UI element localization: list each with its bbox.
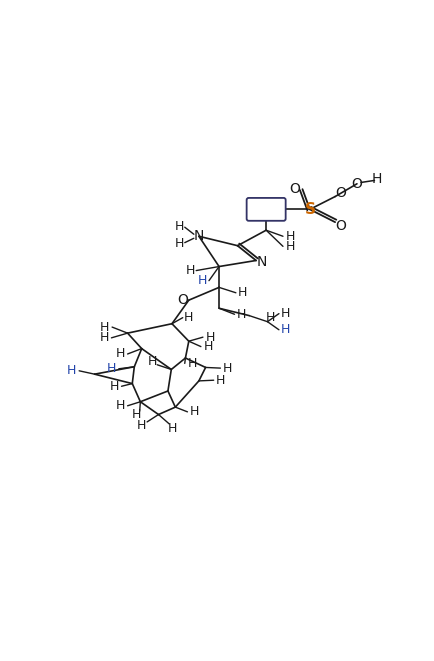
Text: H: H (204, 340, 213, 353)
Text: H: H (115, 348, 125, 360)
Text: H: H (372, 172, 382, 186)
Text: H: H (281, 307, 290, 320)
Text: H: H (137, 420, 146, 432)
Text: Abs: Abs (253, 203, 279, 216)
Text: H: H (175, 237, 184, 250)
Text: H: H (286, 240, 295, 253)
Text: H: H (110, 380, 119, 393)
Text: O: O (178, 293, 188, 307)
Text: H: H (238, 286, 247, 299)
Text: H: H (206, 330, 215, 344)
Text: H: H (223, 362, 233, 375)
Text: H: H (216, 373, 225, 387)
Text: H: H (168, 422, 178, 435)
FancyBboxPatch shape (247, 198, 286, 221)
Text: H: H (185, 264, 195, 277)
Text: H: H (148, 355, 157, 368)
Text: O: O (336, 186, 347, 200)
Text: O: O (289, 182, 300, 196)
Text: H: H (175, 219, 184, 233)
Text: O: O (336, 219, 347, 233)
Text: H: H (184, 311, 194, 324)
Text: H: H (286, 230, 295, 243)
Text: H: H (67, 364, 76, 377)
Text: H: H (100, 321, 109, 334)
Text: N: N (257, 255, 267, 269)
Text: H: H (116, 399, 125, 412)
Text: H: H (198, 274, 207, 287)
Text: H: H (266, 311, 276, 324)
Text: H: H (237, 308, 246, 321)
Text: H: H (281, 323, 290, 336)
Text: H: H (99, 331, 109, 344)
Text: H: H (190, 405, 199, 418)
Text: O: O (352, 176, 362, 191)
Text: H: H (187, 357, 197, 370)
Text: H: H (132, 408, 141, 421)
Text: H: H (107, 362, 116, 375)
Text: S: S (304, 202, 316, 217)
Text: N: N (194, 229, 204, 243)
